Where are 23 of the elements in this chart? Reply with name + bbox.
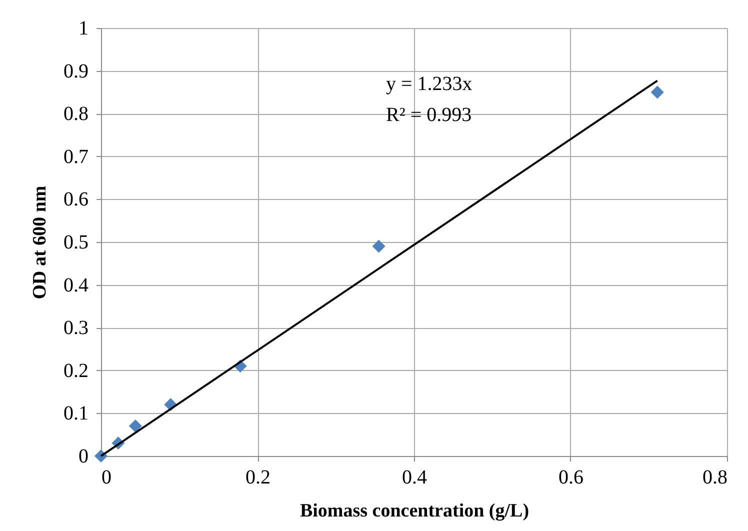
y-tick-label: 1 (78, 18, 88, 40)
x-tick-label: 0.6 (558, 466, 584, 488)
x-tick-label: 0.2 (246, 466, 270, 488)
point (128, 420, 142, 433)
y-tick-label: 0.5 (64, 232, 88, 254)
point (372, 240, 386, 253)
x-tick-label: 0.8 (702, 466, 728, 488)
annotation: R² = 0.993 (386, 104, 472, 126)
y-tick-label: 0.7 (64, 146, 88, 168)
y-tick-label: 0.6 (64, 188, 88, 211)
y-axis-title: OD at 600 nm (30, 186, 50, 300)
y-tick-label: 0.3 (64, 317, 88, 340)
y-tick-label: 0.1 (64, 402, 88, 425)
x-axis-title: Biomass concentration (g/L) (300, 500, 530, 522)
x-tick-label: 0 (102, 466, 112, 488)
annotation: y = 1.233x (386, 73, 472, 95)
y-tick-label: 0.8 (64, 103, 88, 126)
y-tick-label: 0.4 (64, 274, 88, 296)
y-tick-label: 0.2 (64, 360, 88, 382)
point (650, 86, 664, 99)
y-tick-label: 0.9 (64, 60, 88, 82)
y-tick-label: 0 (78, 446, 88, 468)
x-tick-label: 0.4 (402, 466, 427, 488)
